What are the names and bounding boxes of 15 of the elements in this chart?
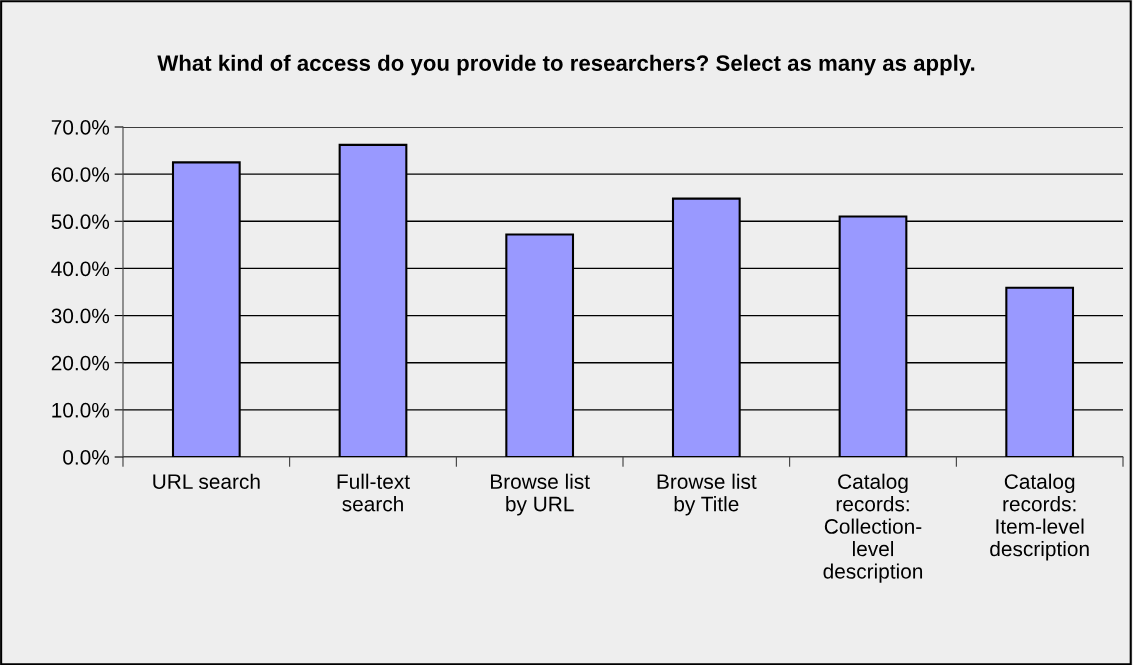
y-tick-label: 50.0%	[51, 214, 110, 230]
y-tick-label: 40.0%	[51, 261, 110, 277]
y-tick-label: 10.0%	[52, 402, 110, 418]
chart-title: What kind of access do you provide to researchers? Select as many as apply.	[157, 54, 975, 76]
y-tick-label: 70.0%	[51, 120, 110, 135]
x-tick-label: Catalog records: Collection- level description	[823, 473, 923, 583]
x-tick-label: Browse list by Title	[657, 473, 757, 516]
y-tick-label: 30.0%	[51, 308, 110, 324]
y-tick-label: 20.0%	[51, 355, 110, 371]
x-tick-label: URL search	[153, 473, 260, 489]
x-tick-label: Catalog records: Item-level description	[990, 473, 1089, 561]
x-tick-label: Full-text search	[337, 473, 410, 512]
y-tick-label: 60.0%	[51, 167, 110, 182]
x-tick-label: Browse list by URL	[491, 473, 590, 516]
y-tick-label: 0.0%	[63, 450, 110, 465]
